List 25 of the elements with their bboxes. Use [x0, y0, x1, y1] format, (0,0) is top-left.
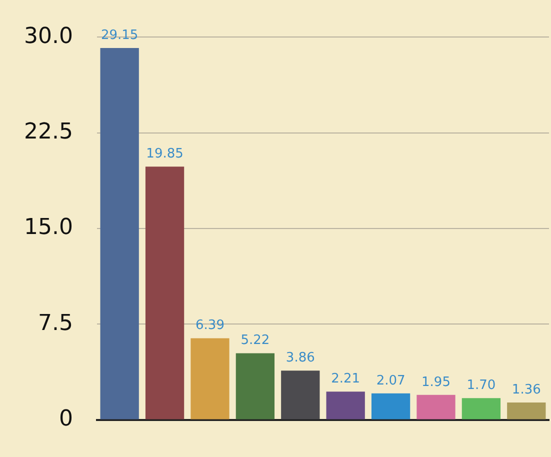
bar: [462, 398, 501, 420]
bar: [371, 393, 410, 420]
bar: [100, 48, 139, 420]
y-tick-label: 30.0: [24, 24, 73, 49]
bar: [190, 338, 230, 420]
y-tick-label: 15.0: [24, 215, 73, 240]
bar: [236, 353, 275, 420]
y-tick-label: 0: [58, 406, 73, 432]
data-label: 3.86: [286, 350, 315, 366]
y-tick-label: 22.5: [24, 120, 73, 145]
data-label: 2.07: [376, 373, 406, 388]
data-label: 19.85: [146, 146, 184, 162]
data-label: 29.15: [100, 28, 138, 43]
y-tick-label: 7.5: [38, 310, 73, 336]
data-label: 2.21: [331, 371, 360, 386]
bar: [507, 402, 546, 420]
data-label: 1.95: [422, 374, 450, 390]
data-label: 5.22: [240, 333, 270, 348]
data-label: 6.39: [196, 318, 224, 334]
bar: [145, 166, 184, 420]
bar: [326, 392, 365, 420]
bar: [416, 394, 456, 420]
data-label: 1.70: [466, 378, 496, 393]
bar: [281, 370, 320, 420]
data-label: 1.36: [512, 382, 541, 398]
